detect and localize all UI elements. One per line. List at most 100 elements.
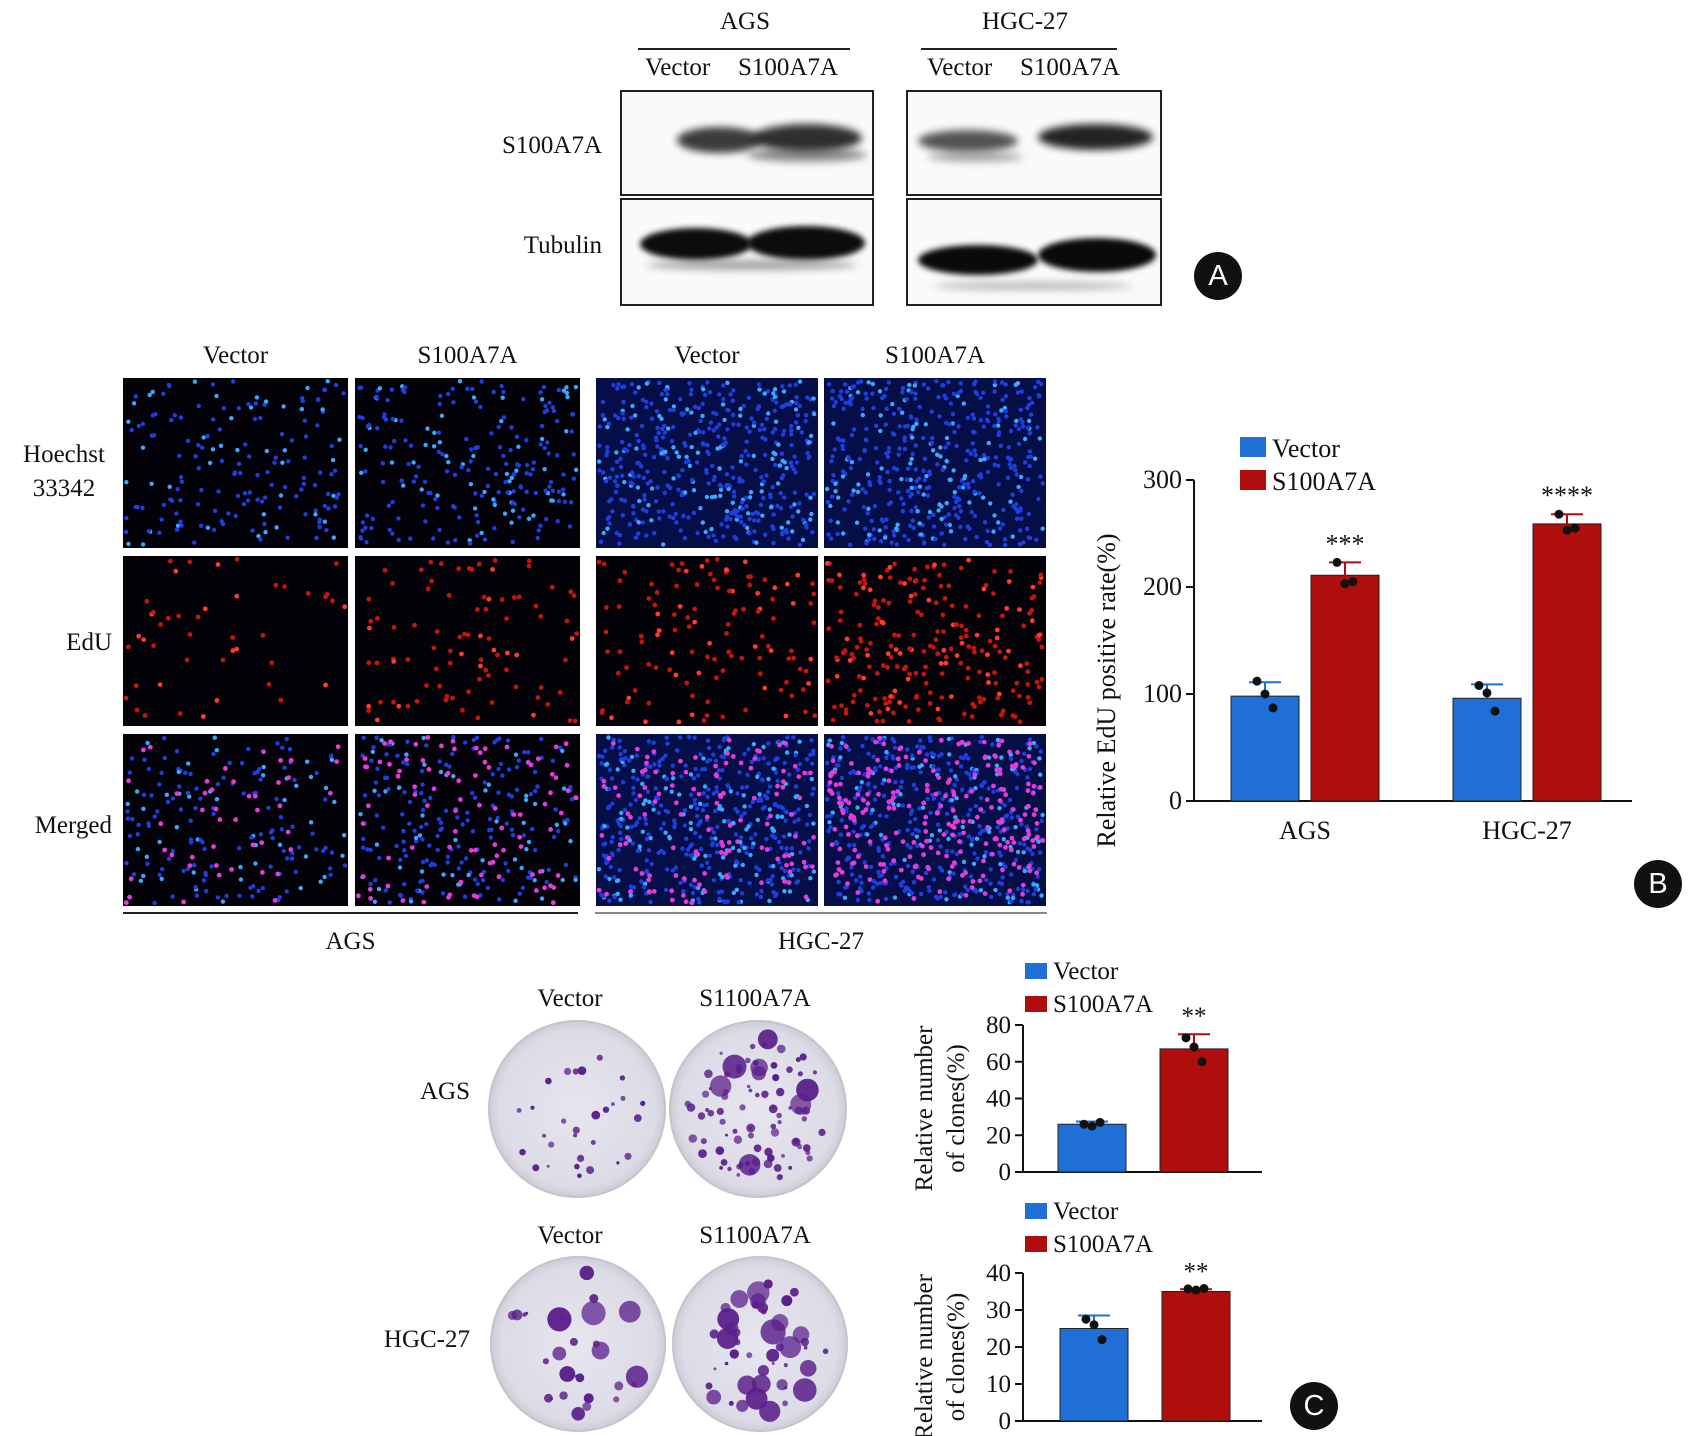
panel-a-badge: A [1194,252,1242,300]
legend-label: Vector [1272,434,1340,463]
bar-vector [1230,695,1300,802]
data-point [1474,680,1484,690]
column-label-s100a7a-hgc27: S100A7A [884,342,985,369]
colonies-ags-s100a7a [684,1029,826,1181]
legend-swatch-vector [1025,1203,1047,1219]
significance-marker: *** [1326,529,1365,558]
legend-label: Vector [1053,958,1119,985]
lane-label-vector-hgc27: Vector [927,54,993,81]
bar-vector [1057,1123,1127,1173]
lane-label-s100a7a-ags: S100A7A [738,54,839,81]
y-axis-label: of clones(%) [943,1293,970,1421]
data-point [1199,1284,1209,1294]
column-label-vector-ags: Vector [202,342,269,369]
significance-marker: ** [1184,1258,1209,1285]
row-label-tubulin: Tubulin [523,232,602,259]
bar-s100a7a [1161,1291,1231,1422]
legend-swatch-s100a7a [1240,470,1266,490]
y-tick-label: 0 [1169,786,1182,815]
data-point [1097,1335,1107,1345]
significance-marker: **** [1541,481,1593,510]
data-point [1087,1121,1097,1131]
micrograph-edu-3 [596,556,818,726]
micrograph-hoechst-1 [123,378,348,548]
y-tick-label: 60 [986,1049,1011,1076]
bar-s100a7a [1532,523,1602,802]
colonies-hgc27-s100a7a [705,1279,829,1422]
row-label-merged: Merged [34,812,112,839]
edu-micrograph-grid [123,378,1046,906]
clones-ags-bar-chart: 0 20 40 60 80 Relative number of clones(%) ** Ve… [911,958,1262,1192]
data-point [1482,688,1492,698]
micrograph-edu-2 [355,556,580,726]
group-label-hgc27-b: HGC-27 [777,928,865,955]
bar-s100a7a [1310,574,1380,802]
group-label-ags-b: AGS [325,928,376,955]
data-point [1332,557,1342,567]
micrograph-merged-2 [355,734,580,906]
lane-label-vector-ags: Vector [645,54,711,81]
y-tick-label: 300 [1143,465,1182,494]
y-tick-label: 30 [986,1297,1011,1324]
panel-c-badge: C [1290,1382,1338,1430]
data-point [1562,525,1572,535]
legend-swatch-vector [1240,437,1266,457]
y-axis-label: of clones(%) [943,1044,970,1172]
x-tick-label: AGS [1279,816,1331,845]
data-point [1268,703,1278,713]
y-tick-label: 20 [986,1334,1011,1361]
y-tick-label: 40 [986,1260,1011,1287]
micrograph-merged-3 [596,734,818,906]
dish-col-label-s100a7a-2: S1100A7A [699,1222,811,1249]
column-label-s100a7a-ags: S100A7A [417,342,518,369]
row-label-edu: EdU [66,629,112,656]
data-point [1181,1033,1191,1043]
group-underline-hgc27 [921,48,1117,50]
data-point [1260,689,1270,699]
blot-tubulin-ags [620,198,874,306]
group-underline-ags [638,48,850,50]
legend-swatch-s100a7a [1025,996,1047,1012]
data-point [1191,1285,1201,1295]
x-tick-label: HGC-27 [1482,816,1572,845]
data-point [1348,577,1358,587]
y-axis-label: Relative number [911,1025,938,1192]
clones-hgc27-bar-chart: 0 10 20 30 40 Relative number of clones(%) ** Ve… [911,1198,1262,1436]
blot-tubulin-hgc27 [906,198,1162,306]
row-label-hoechst: Hoechst 33342 [23,441,105,502]
row-label-s100a7a: S100A7A [501,132,602,159]
legend-label: S100A7A [1053,991,1153,1018]
data-point [1570,523,1580,533]
data-point [1490,706,1500,716]
micrograph-edu-4 [824,556,1046,726]
y-tick-label: 0 [999,1408,1012,1435]
dish-hgc27-vector [490,1256,666,1432]
y-tick-label: 200 [1143,572,1182,601]
micrograph-hoechst-4 [824,378,1046,548]
dish-col-label-s100a7a-1: S1100A7A [699,985,811,1012]
micrograph-edu-1 [123,556,348,726]
y-tick-label: 100 [1143,679,1182,708]
data-point [1079,1119,1089,1129]
dish-row-label-hgc27: HGC-27 [383,1326,470,1353]
column-label-vector-hgc27: Vector [674,342,740,369]
panel-b-badge: B [1634,860,1682,908]
y-tick-label: 20 [986,1122,1011,1149]
legend-swatch-s100a7a [1025,1236,1047,1252]
y-tick-label: 40 [986,1086,1011,1113]
dish-row-label-ags: AGS [419,1078,470,1105]
data-point [1183,1284,1193,1294]
micrograph-merged-1 [123,734,348,906]
data-point [1340,579,1350,589]
group-underline-hgc27-b [595,912,1047,914]
data-point [1095,1117,1105,1127]
y-tick-label: 0 [999,1159,1012,1186]
blot-s100a7a-ags [620,90,874,196]
edu-bar-chart: 0 100 200 300 Relative EdU positive rate(%) *… [1092,434,1632,848]
bar-vector [1059,1328,1129,1422]
legend-label: Vector [1053,1198,1119,1225]
lane-label-s100a7a-hgc27: S100A7A [1020,54,1121,81]
y-tick-label: 80 [986,1012,1011,1039]
legend-swatch-vector [1025,963,1047,979]
colonies-hgc27-vector [507,1265,649,1421]
